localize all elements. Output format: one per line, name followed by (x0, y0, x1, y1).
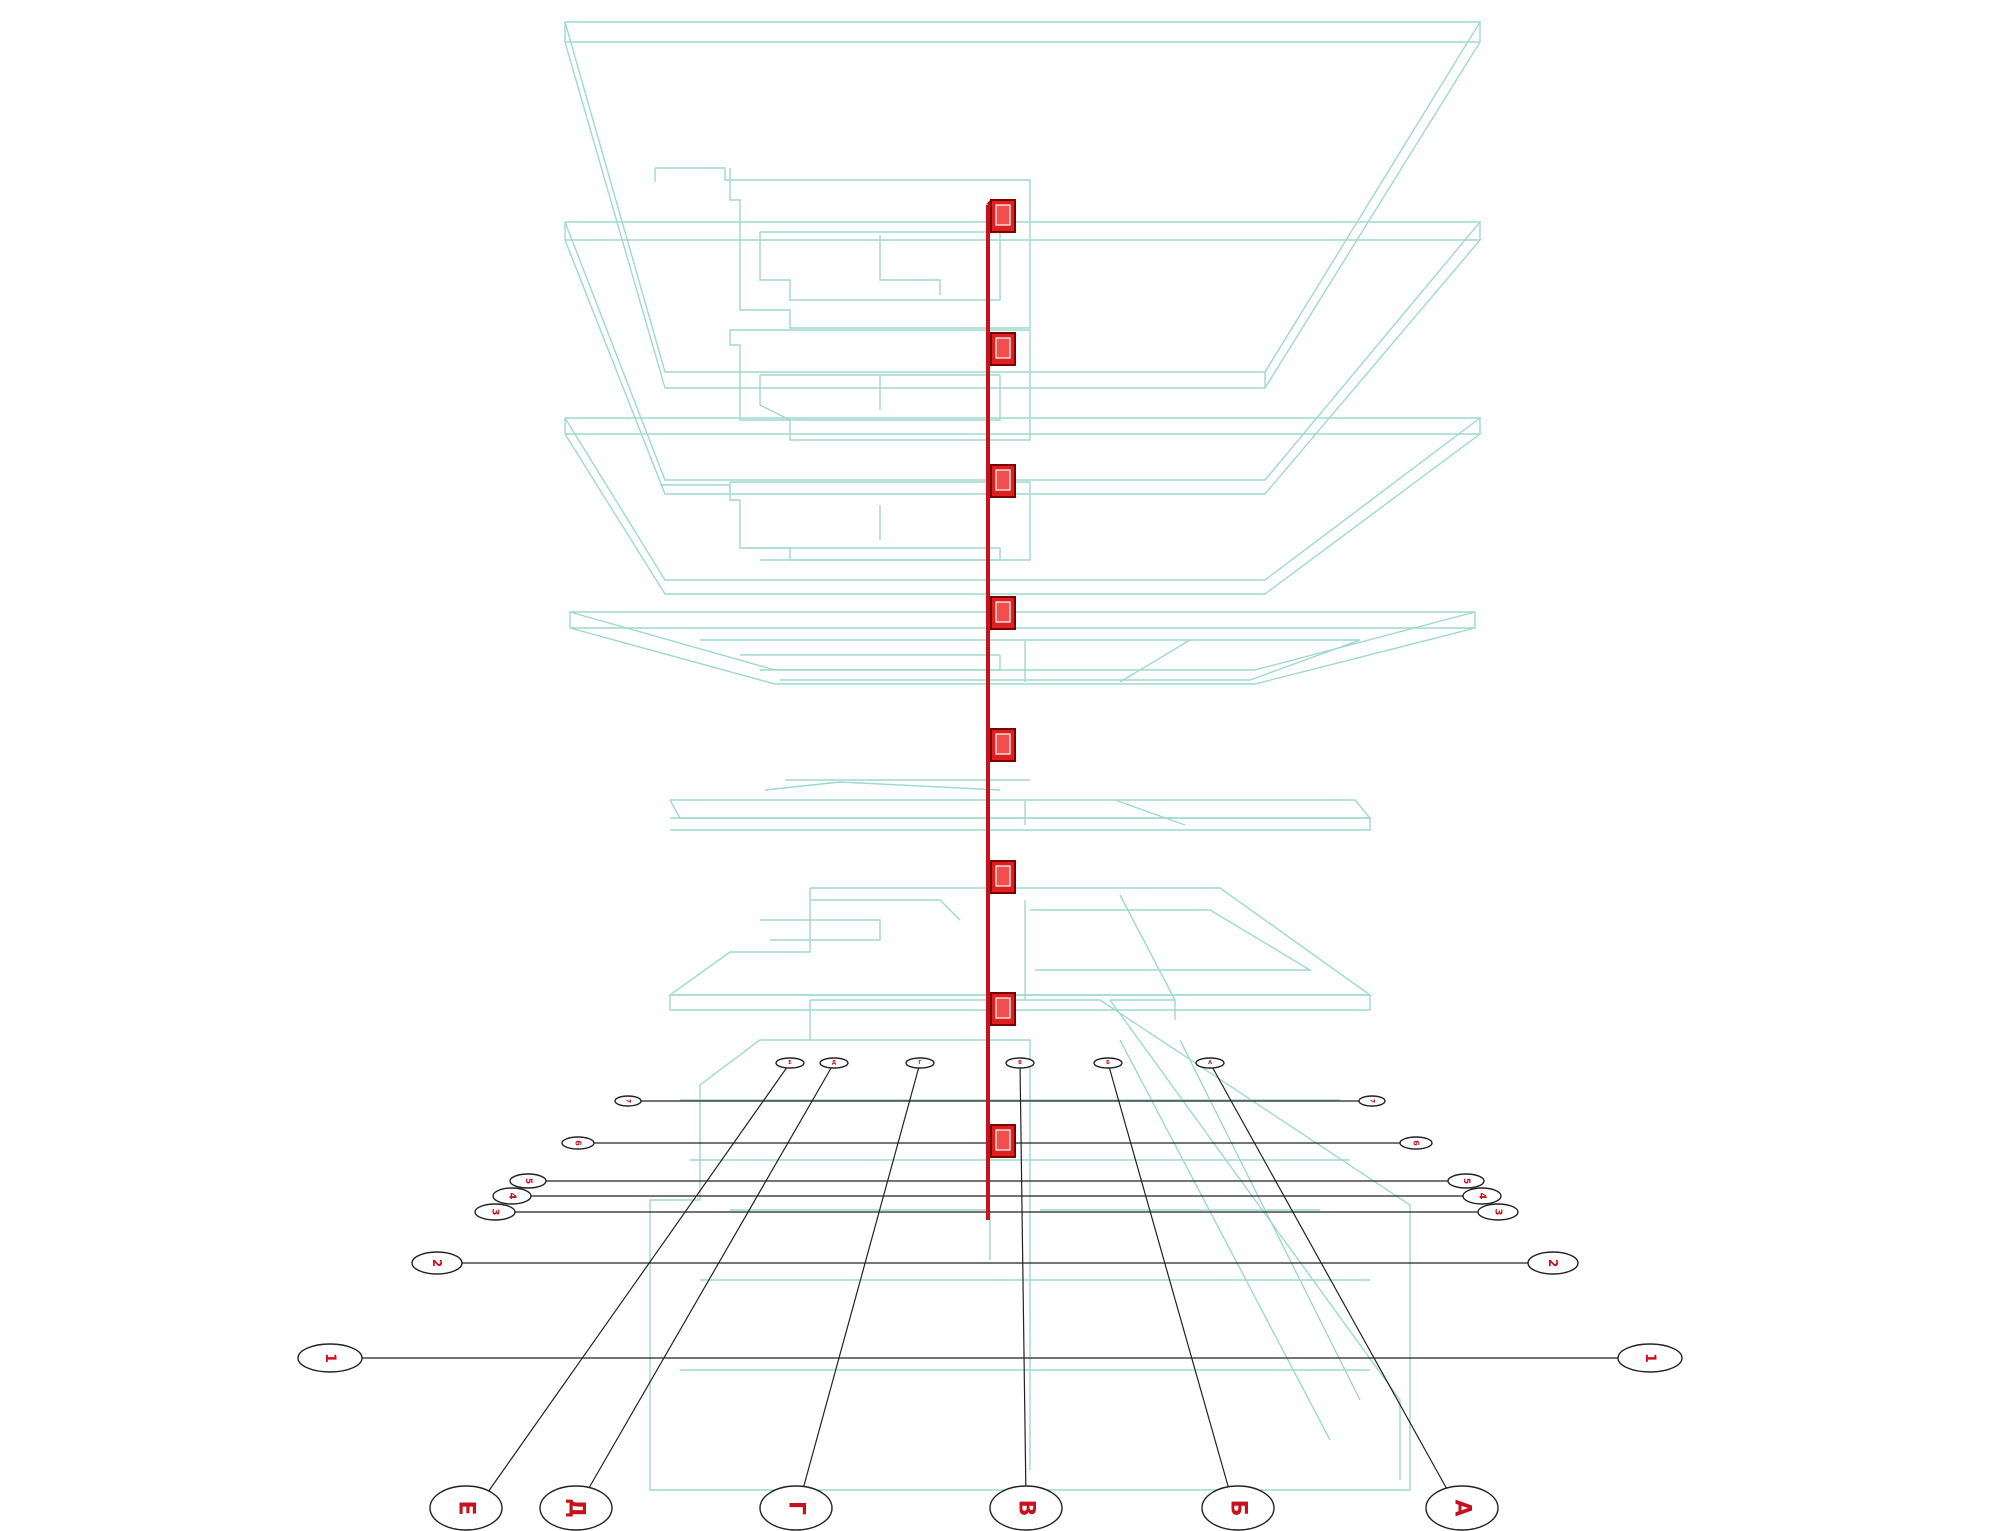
grid-bubble-right-5: 5 (1447, 1173, 1485, 1189)
svg-text:7: 7 (1369, 1099, 1376, 1103)
svg-text:Г: Г (784, 1501, 809, 1515)
grid-line-g (799, 1062, 921, 1501)
svg-text:Д: Д (564, 1498, 589, 1518)
svg-text:2: 2 (430, 1259, 444, 1267)
grid-line-a (1209, 1062, 1454, 1501)
fan-coil-unit-icon (990, 199, 1016, 233)
floor-slab-roof (564, 21, 1482, 389)
svg-text:2: 2 (1546, 1259, 1560, 1267)
svg-text:Д: Д (832, 1060, 837, 1066)
svg-text:В: В (1014, 1500, 1039, 1517)
riser-fixtures (990, 199, 1016, 1158)
grid-bubble-e: Е (429, 1485, 503, 1531)
svg-text:5: 5 (1461, 1178, 1471, 1184)
svg-text:3: 3 (1493, 1209, 1504, 1216)
grid-labels-numbers-left: 1 2 3 4 5 6 7 (297, 1095, 642, 1373)
grid-bubble-left-5: 5 (509, 1173, 547, 1189)
grid-mark-v: В (1005, 1057, 1035, 1069)
svg-text:Е: Е (454, 1500, 479, 1515)
grid-line-v (1019, 1062, 1027, 1501)
floor-slab-1 (667, 887, 1373, 1011)
grid-bubble-left-3: 3 (474, 1203, 516, 1221)
svg-text:Г: Г (918, 1060, 922, 1066)
svg-text:1: 1 (1642, 1353, 1658, 1363)
svg-text:Б: Б (1226, 1500, 1251, 1517)
grid-mark-g: Г (905, 1057, 935, 1069)
svg-text:В: В (1018, 1060, 1022, 1066)
grid-bubble-left-6: 6 (561, 1136, 595, 1150)
grid-bubble-right-1: 1 (1617, 1343, 1683, 1373)
svg-text:3: 3 (490, 1209, 501, 1216)
grid-lines (358, 1062, 1637, 1501)
fan-coil-unit-icon (990, 860, 1016, 894)
grid-bubble-g: Г (759, 1485, 833, 1531)
grid-bubble-left-7: 7 (614, 1095, 642, 1107)
svg-text:Б: Б (1106, 1060, 1110, 1066)
grid-marks-top: Е Д Г В Б А (775, 1057, 1225, 1069)
fan-coil-unit-icon (990, 728, 1016, 762)
floor-slab-2 (669, 779, 1372, 831)
floor-slab-5 (564, 221, 1482, 495)
floor-slab-4 (564, 417, 1483, 595)
svg-text:4: 4 (507, 1193, 518, 1200)
grid-mark-d: Д (819, 1057, 849, 1069)
svg-text:4: 4 (1477, 1193, 1488, 1200)
grid-mark-a: А (1195, 1057, 1225, 1069)
floor-slab-ground (649, 999, 1411, 1491)
grid-bubble-right-4: 4 (1462, 1187, 1502, 1205)
grid-line-b (1107, 1062, 1233, 1501)
fan-coil-unit-icon (990, 596, 1016, 630)
fan-coil-unit-icon (990, 992, 1016, 1026)
svg-text:6: 6 (574, 1140, 583, 1146)
fan-coil-unit-icon (990, 464, 1016, 498)
grid-bubble-left-1: 1 (297, 1343, 363, 1373)
grid-bubble-left-4: 4 (492, 1187, 532, 1205)
grid-line-d (581, 1062, 835, 1501)
grid-bubble-b: Б (1201, 1485, 1275, 1531)
grid-bubble-v: В (989, 1485, 1063, 1531)
grid-bubble-d: Д (539, 1485, 613, 1531)
grid-mark-e: Е (775, 1057, 805, 1069)
svg-text:А: А (1208, 1060, 1212, 1066)
grid-line-e (487, 1062, 791, 1493)
svg-text:7: 7 (625, 1099, 632, 1103)
grid-bubble-left-2: 2 (411, 1251, 463, 1275)
svg-text:Е: Е (788, 1060, 792, 1066)
grid-labels-numbers-right: 1 2 3 4 5 6 7 (1358, 1095, 1683, 1373)
svg-text:1: 1 (322, 1353, 338, 1363)
svg-text:6: 6 (1412, 1140, 1421, 1146)
grid-bubble-right-6: 6 (1399, 1136, 1433, 1150)
grid-bubble-right-3: 3 (1477, 1203, 1519, 1221)
fan-coil-unit-icon (990, 1124, 1016, 1158)
grid-mark-b: Б (1093, 1057, 1123, 1069)
grid-bubble-right-2: 2 (1527, 1251, 1579, 1275)
svg-text:А: А (1450, 1499, 1475, 1516)
floor-slab-3 (569, 611, 1476, 685)
grid-bubble-right-7: 7 (1358, 1095, 1386, 1107)
fan-coil-unit-icon (990, 332, 1016, 366)
grid-bubble-a: А (1425, 1485, 1499, 1531)
grid-labels-letters: Е Д Г В Б А (429, 1485, 1499, 1531)
svg-text:5: 5 (523, 1178, 533, 1184)
